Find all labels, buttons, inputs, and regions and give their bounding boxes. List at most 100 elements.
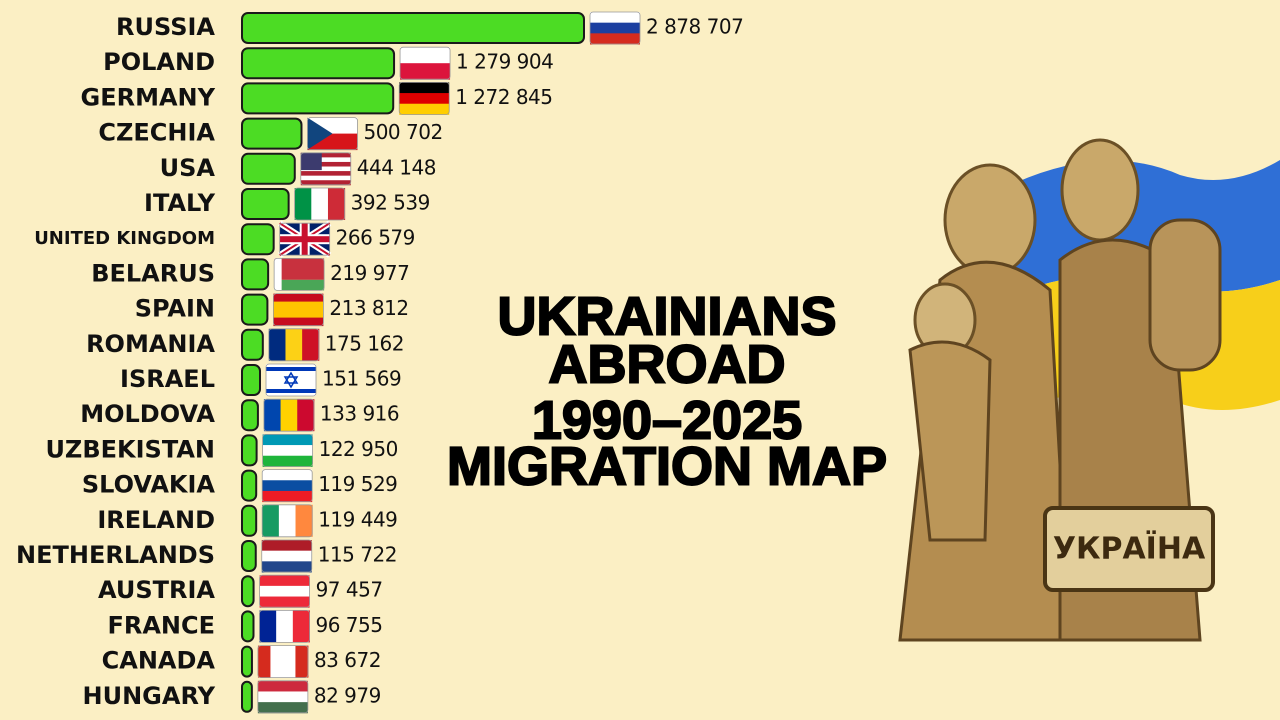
flag-part — [590, 33, 640, 45]
value-label: 392 539 — [351, 191, 430, 215]
value-label: 213 812 — [329, 296, 408, 320]
flag — [262, 433, 314, 467]
flag — [259, 574, 310, 608]
flag-part — [257, 691, 308, 703]
value-label: 115 722 — [318, 543, 397, 567]
flag — [300, 152, 352, 186]
bar — [241, 188, 290, 220]
category-label: POLAND — [103, 48, 215, 76]
flag-part — [400, 63, 451, 80]
value-label: 133 916 — [320, 402, 399, 426]
flag-border — [263, 398, 315, 432]
flag-border — [259, 610, 310, 643]
value-label: 1 272 845 — [455, 85, 552, 109]
flag-part — [292, 610, 310, 643]
value-label: 119 529 — [318, 472, 397, 496]
bar — [241, 575, 255, 608]
flag-part — [307, 117, 333, 150]
flag-border — [261, 504, 313, 538]
flag — [263, 398, 315, 432]
flag-part — [280, 399, 298, 432]
bar — [241, 399, 259, 432]
flag-border — [273, 293, 324, 327]
category-label: BELARUS — [91, 259, 215, 287]
flag-border — [294, 187, 346, 221]
flag-part — [262, 480, 313, 492]
value-label: 122 950 — [319, 437, 398, 461]
flag-part — [282, 645, 296, 678]
flag — [257, 645, 309, 678]
flag-part — [300, 161, 351, 168]
bar — [241, 610, 255, 643]
bar — [241, 117, 303, 150]
bar — [241, 223, 275, 256]
category-label: IRELAND — [97, 506, 215, 534]
bar — [241, 12, 585, 44]
bar — [241, 504, 258, 537]
flag-part — [262, 455, 313, 467]
flag-part — [268, 328, 286, 361]
title-line: MIGRATION MAP — [447, 436, 887, 496]
flag-part — [262, 434, 313, 446]
flag-part — [279, 236, 330, 243]
value-label: 500 702 — [363, 120, 442, 144]
flag-border — [262, 433, 314, 467]
bar — [241, 152, 296, 185]
flag-part — [590, 12, 640, 24]
category-label: UZBEKISTAN — [45, 435, 215, 463]
category-label: ITALY — [144, 189, 216, 217]
flag — [307, 117, 358, 151]
flag-border — [257, 680, 309, 714]
bar — [241, 680, 253, 713]
flag-part — [273, 317, 324, 327]
title-line: UKRAINIANS — [497, 286, 836, 346]
value-label: 219 977 — [330, 261, 409, 285]
flag — [399, 46, 451, 80]
title-line: 1990–2025 — [532, 390, 802, 450]
category-label: RUSSIA — [116, 13, 215, 41]
flag-part — [276, 610, 294, 643]
value-label: 151 569 — [322, 367, 401, 391]
category-label: GERMANY — [81, 83, 216, 111]
flag-part — [259, 585, 310, 598]
flag-part — [278, 504, 297, 537]
bar — [241, 328, 264, 361]
flag — [589, 11, 641, 45]
flag-part — [300, 175, 351, 181]
bar — [241, 47, 396, 80]
flag-part — [399, 82, 450, 94]
flag-border — [257, 645, 309, 678]
flag-border — [279, 222, 331, 256]
bar — [241, 645, 253, 678]
flag-part — [259, 596, 310, 608]
flag — [278, 220, 332, 258]
value-label: 266 579 — [336, 226, 415, 250]
flag-border — [265, 363, 317, 397]
flag — [273, 293, 324, 327]
value-label: 119 449 — [318, 507, 397, 531]
flag-part — [295, 504, 313, 537]
flag-part — [262, 445, 313, 457]
value-label: 83 672 — [314, 648, 381, 672]
bar — [241, 434, 258, 467]
flag-part — [294, 188, 312, 220]
category-label: CZECHIA — [98, 119, 215, 147]
flag-part — [262, 490, 313, 503]
flag — [265, 363, 317, 397]
flag-part — [262, 504, 280, 537]
flag-part — [273, 301, 324, 311]
flag-part — [266, 367, 317, 371]
flag-part — [261, 550, 312, 562]
flag-part — [261, 540, 312, 552]
flag-part — [302, 328, 320, 361]
flag-part — [257, 680, 308, 692]
flag-part — [266, 389, 317, 393]
value-label: 444 148 — [357, 155, 436, 179]
flag-border — [268, 328, 320, 362]
flag-part — [300, 171, 351, 177]
category-label: FRANCE — [107, 611, 215, 639]
flag — [261, 504, 313, 538]
category-label: HUNGARY — [83, 682, 216, 710]
